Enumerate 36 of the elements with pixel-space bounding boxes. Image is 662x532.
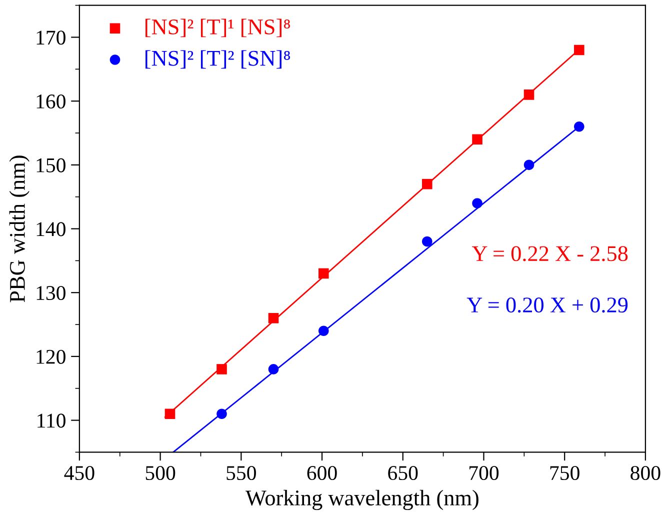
point [216, 408, 227, 420]
point [216, 364, 227, 374]
y-tick-label: 150 [36, 158, 66, 172]
x-tick-label: 450 [64, 466, 94, 480]
point [574, 121, 584, 132]
y-axis-title: PBG width (nm) [9, 156, 30, 302]
x-axis-title: Working wavelength (nm) [245, 490, 478, 510]
point [268, 364, 279, 374]
legend-label: [NS]² [T]² [SN]⁸ [146, 50, 290, 69]
point [318, 326, 329, 336]
point [524, 160, 534, 170]
y-tick-label: 130 [36, 286, 66, 300]
point [164, 408, 176, 420]
y-tick-label: 120 [36, 350, 66, 364]
x-tick-label: 700 [469, 466, 499, 480]
point [422, 178, 432, 190]
y-tick-label: 160 [36, 94, 66, 109]
y-tick-label: 110 [38, 414, 66, 428]
x-tick-label: 800 [630, 466, 660, 480]
x-tick-label: 600 [307, 466, 337, 480]
point [268, 312, 279, 324]
annotation: Y = 0.22 X - 2.58 [472, 246, 628, 262]
point [472, 134, 482, 145]
point [422, 236, 432, 247]
x-tick-label: 750 [550, 466, 580, 480]
point [574, 44, 584, 56]
x-tick-label: 650 [388, 466, 418, 480]
x-tick-label: 550 [226, 466, 256, 480]
y-tick-label: 170 [36, 30, 66, 45]
point [472, 198, 482, 208]
annotation: Y = 0.20 X + 0.29 [466, 298, 628, 313]
point [524, 90, 534, 100]
point [318, 268, 329, 279]
x-tick-label: 500 [146, 466, 176, 480]
y-tick-label: 140 [36, 222, 66, 236]
legend-label: [NS]² [T]¹ [NS]⁸ [146, 18, 290, 38]
